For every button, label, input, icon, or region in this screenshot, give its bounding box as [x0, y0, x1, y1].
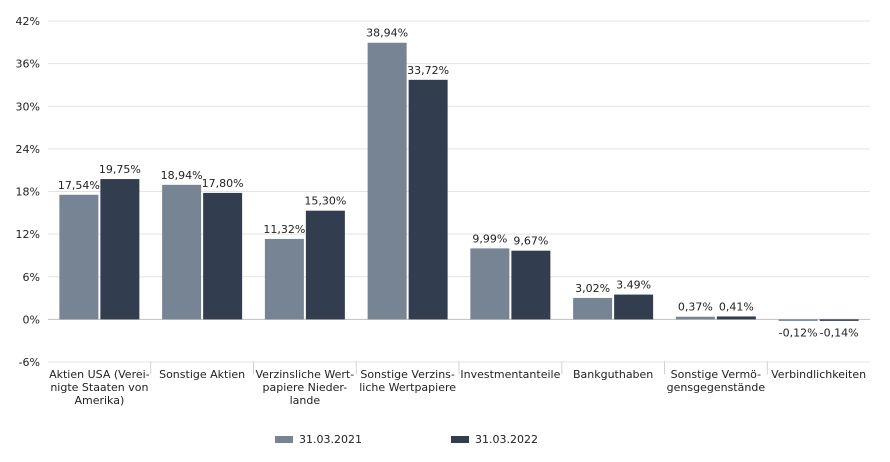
- category-labels: Aktien USA (Verei-nigte Staaten vonAmeri…: [49, 361, 866, 407]
- bar-31.03.2022-4: [511, 250, 551, 320]
- bar-31.03.2021-1: [162, 184, 202, 320]
- y-axis-ticks: 42% 36% 30% 24% 18% 12% 6% 0% -6%: [16, 15, 40, 369]
- category-label: Sonstige Aktien: [159, 368, 245, 381]
- data-label: 0,37%: [678, 301, 713, 314]
- y-tick-label: 42%: [16, 15, 40, 28]
- y-tick-label: 6%: [23, 271, 40, 284]
- y-tick-label: 30%: [16, 100, 40, 113]
- category-label: Investmentanteile: [460, 368, 560, 381]
- data-label: -0,14%: [820, 326, 859, 339]
- data-label: 9,99%: [472, 232, 507, 245]
- bar-31.03.2022-5: [614, 294, 654, 320]
- data-label: 17,80%: [202, 177, 244, 190]
- category-label: Sonstige Vermö-: [671, 368, 761, 381]
- category-label: Verbindlichkeiten: [771, 368, 866, 381]
- data-label: 38,94%: [366, 27, 408, 40]
- data-label: 3.49%: [616, 279, 651, 292]
- y-tick-label: 36%: [16, 58, 40, 71]
- data-label: 19,75%: [99, 163, 141, 176]
- bar-31.03.2022-3: [408, 79, 448, 320]
- legend-swatch: [275, 436, 293, 443]
- data-label: 11,32%: [263, 223, 305, 236]
- legend-label: 31.03.2021: [299, 433, 362, 446]
- category-label: gensgegenstände: [667, 381, 766, 394]
- bar-31.03.2021-7: [778, 319, 818, 321]
- legend: 31.03.2021 31.03.2022: [275, 433, 538, 446]
- y-tick-label: 18%: [16, 186, 40, 199]
- category-label: Bankguthaben: [573, 368, 653, 381]
- bar-31.03.2022-0: [100, 179, 140, 320]
- data-label: 9,67%: [513, 235, 548, 248]
- data-label: 33,72%: [407, 64, 449, 77]
- legend-label: 31.03.2022: [475, 433, 538, 446]
- category-label: nigte Staaten von: [50, 381, 148, 394]
- bar-31.03.2022-1: [203, 192, 243, 320]
- category-label: Sonstige Verzins-: [360, 368, 455, 381]
- bar-31.03.2021-4: [470, 248, 510, 320]
- category-label: liche Wertpapiere: [359, 381, 456, 394]
- category-label: Aktien USA (Verei-: [49, 368, 150, 381]
- bars: [59, 42, 859, 321]
- bar-31.03.2022-6: [716, 316, 756, 320]
- category-label: papiere Nieder-: [263, 381, 348, 394]
- bar-31.03.2021-6: [675, 316, 715, 320]
- legend-swatch: [451, 436, 469, 443]
- bar-31.03.2021-2: [264, 238, 304, 320]
- data-label: 17,54%: [58, 179, 100, 192]
- category-label: Amerika): [74, 394, 124, 407]
- data-label: 3,02%: [575, 282, 610, 295]
- y-tick-label: -6%: [19, 356, 40, 369]
- y-tick-label: 12%: [16, 228, 40, 241]
- bar-31.03.2021-3: [367, 42, 407, 320]
- bar-31.03.2022-2: [305, 210, 345, 320]
- data-label: -0,12%: [779, 326, 818, 339]
- data-labels: 17,54% 19,75% 18,94%17,80% 11,32% 15,30% 38,9…: [58, 27, 859, 340]
- y-tick-label: 0%: [23, 313, 40, 326]
- data-label: 0,41%: [719, 300, 754, 313]
- data-label: 18,94%: [161, 169, 203, 182]
- category-label: Verzinsliche Wert-: [256, 368, 355, 381]
- y-tick-label: 24%: [16, 143, 40, 156]
- bar-31.03.2022-7: [819, 319, 859, 321]
- bar-31.03.2021-5: [573, 297, 613, 320]
- category-label: lande: [290, 394, 321, 407]
- bar-31.03.2021-0: [59, 194, 99, 320]
- data-label: 15,30%: [304, 195, 346, 208]
